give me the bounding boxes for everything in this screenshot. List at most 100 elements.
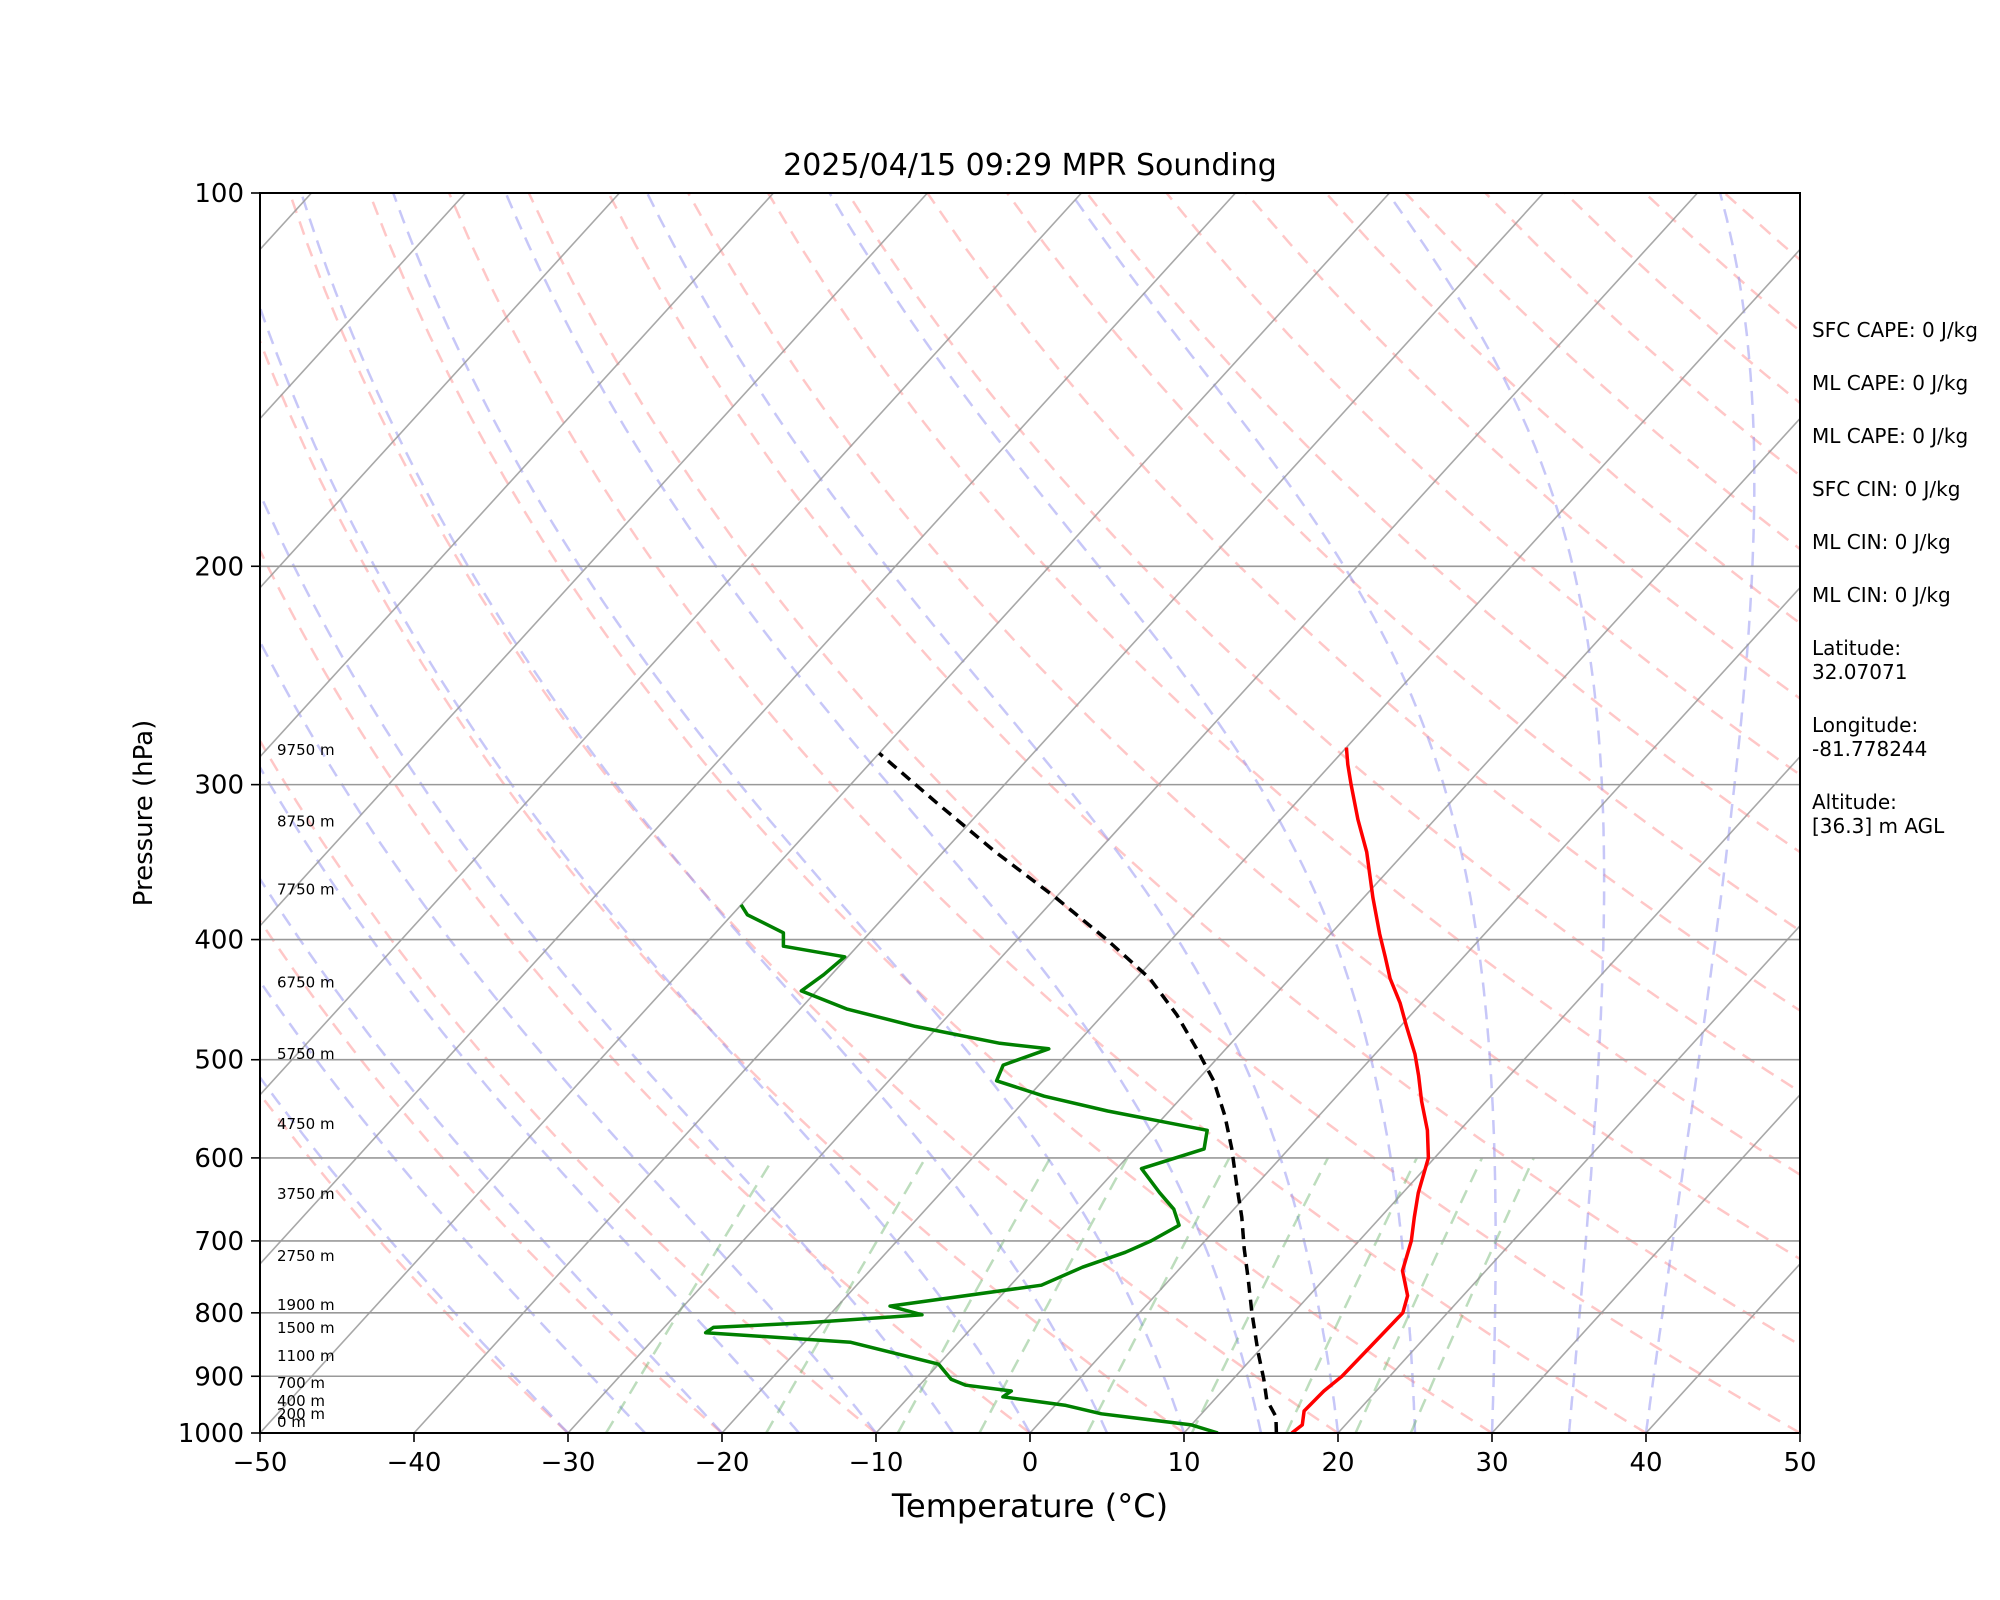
x-tick-label: −50 (233, 1448, 288, 1478)
isotherm (567, 193, 1699, 1433)
height-label: 8750 m (277, 813, 335, 831)
dry-adiabat (687, 193, 1800, 1261)
height-label: 3750 m (277, 1185, 335, 1203)
height-label: 5750 m (277, 1045, 335, 1063)
y-tick-label: 600 (194, 1144, 244, 1174)
isotherm (1337, 924, 1800, 1433)
parameter-text: Latitude: 32.07071 (1812, 636, 1908, 684)
x-tick-label: 50 (1783, 1448, 1816, 1478)
isotherm (721, 248, 1800, 1433)
parameter-text: ML CIN: 0 J/kg (1812, 530, 1951, 554)
height-label: 200 m (277, 1405, 325, 1423)
x-tick-label: −30 (541, 1448, 596, 1478)
moist-adiabat (645, 193, 1340, 1433)
moist-adiabat (260, 764, 800, 1433)
x-tick-label: −40 (387, 1448, 442, 1478)
chart-title: 2025/04/15 09:29 MPR Sounding (783, 148, 1277, 183)
dry-adiabat (447, 193, 1647, 1433)
isotherm (260, 193, 775, 758)
dry-adiabat (607, 193, 1800, 1347)
y-tick-label: 100 (194, 179, 244, 209)
parameter-text: SFC CIN: 0 J/kg (1812, 477, 1961, 501)
moist-adiabat (1386, 193, 1606, 1433)
isotherm (260, 193, 929, 927)
y-tick-label: 1000 (178, 1419, 244, 1449)
mixing-ratio-line (1190, 1157, 1330, 1433)
parameter-text: ML CAPE: 0 J/kg (1812, 424, 1969, 448)
moist-adiabat (260, 979, 646, 1433)
height-label: 1500 m (277, 1319, 335, 1337)
dry-adiabat (527, 193, 1800, 1433)
dry-adiabat (260, 547, 1031, 1433)
x-tick-label: 40 (1629, 1448, 1662, 1478)
y-tick-label: 700 (194, 1227, 244, 1257)
moist-adiabat (260, 876, 723, 1433)
moist-adiabat (260, 303, 1032, 1433)
x-tick-label: 20 (1321, 1448, 1354, 1478)
isotherm (260, 193, 1391, 1433)
isotherm (260, 193, 1083, 1097)
isotherm (260, 193, 621, 589)
moist-adiabat (504, 193, 1263, 1433)
height-label: 4750 m (277, 1115, 335, 1133)
moist-adiabat (828, 193, 1417, 1433)
isotherm (1491, 1093, 1800, 1433)
parcel-path-line (878, 751, 1279, 1433)
x-tick-label: −20 (695, 1448, 750, 1478)
height-label: 1100 m (277, 1347, 335, 1365)
y-tick-label: 900 (194, 1362, 244, 1392)
mixing-ratio-line (1285, 1157, 1418, 1433)
y-axis: 100 200 300 400 500 600 700 800 900 1000 (178, 179, 260, 1449)
parameter-text: Altitude: [36.3] m AGL (1812, 790, 1945, 838)
height-label: 0 m (277, 1413, 306, 1431)
dry-adiabat (766, 193, 1800, 1177)
moist-adiabat (260, 491, 955, 1433)
height-label: 2750 m (277, 1247, 335, 1265)
dry-adiabat (1006, 193, 1800, 933)
moist-adiabat (260, 1075, 569, 1433)
y-axis-label: Pressure (hPa) (129, 720, 159, 907)
height-label: 6750 m (277, 973, 335, 991)
isotherm (413, 193, 1545, 1433)
parameter-text: SFC CAPE: 0 J/kg (1812, 318, 1978, 342)
y-tick-label: 300 (194, 771, 244, 801)
x-tick-label: −10 (849, 1448, 904, 1478)
height-label: 400 m (277, 1392, 325, 1410)
y-tick-label: 400 (194, 926, 244, 956)
isotherm (1183, 755, 1800, 1433)
sounding-parameters: SFC CAPE: 0 J/kg ML CAPE: 0 J/kg ML CAPE: … (1812, 318, 1997, 867)
dewpoint-line (703, 903, 1219, 1433)
mixing-ratio-line (1409, 1157, 1535, 1433)
isotherm (875, 417, 1800, 1433)
isotherm (260, 193, 467, 420)
sounding-lines (703, 747, 1431, 1433)
dry-adiabat (368, 193, 1493, 1433)
x-tick-label: 30 (1475, 1448, 1508, 1478)
x-axis-label: Temperature (°C) (891, 1487, 1168, 1525)
dry-adiabat (260, 1092, 569, 1433)
isotherm (1029, 586, 1800, 1433)
dry-adiabat (1085, 193, 1800, 854)
moist-adiabat (1644, 193, 1756, 1433)
height-label: 1900 m (277, 1296, 335, 1314)
x-tick-label: 0 (1022, 1448, 1039, 1478)
temperature-line (1290, 747, 1431, 1433)
dry-adiabat (1245, 193, 1800, 701)
parameter-text: Longitude: -81.778244 (1812, 713, 1928, 761)
x-tick-label: 10 (1167, 1448, 1200, 1478)
background-grid (260, 193, 1800, 1433)
mixing-ratio-line (1354, 1157, 1484, 1433)
y-tick-label: 800 (194, 1299, 244, 1329)
moist-adiabat (392, 193, 1186, 1433)
moist-adiabat (1069, 193, 1497, 1433)
x-axis: −50 −40 −30 −20 −10 0 10 20 30 40 50 (233, 1433, 1817, 1478)
isotherm (260, 193, 1237, 1266)
y-tick-label: 500 (194, 1046, 244, 1076)
height-label: 9750 m (277, 741, 335, 759)
moist-adiabat (260, 639, 877, 1433)
moist-adiabat (300, 193, 1109, 1433)
parameter-text: ML CAPE: 0 J/kg (1812, 371, 1969, 395)
parameter-text: ML CIN: 0 J/kg (1812, 583, 1951, 607)
